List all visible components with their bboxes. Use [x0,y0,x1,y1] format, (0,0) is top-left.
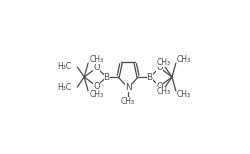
Text: CH₃: CH₃ [176,55,191,64]
Text: CH₃: CH₃ [156,58,170,67]
Text: B: B [104,73,110,81]
Text: O: O [93,63,100,72]
Text: CH₃: CH₃ [176,90,191,99]
Text: CH₃: CH₃ [90,90,104,99]
Text: O: O [93,82,100,91]
Text: H₃C: H₃C [57,83,71,91]
Text: O: O [156,82,163,91]
Text: B: B [146,73,153,81]
Text: CH₃: CH₃ [90,55,104,64]
Text: N: N [125,83,132,92]
Text: O: O [156,63,163,72]
Text: H₃C: H₃C [57,63,71,71]
Text: CH₃: CH₃ [156,87,170,96]
Text: CH₃: CH₃ [121,97,135,106]
